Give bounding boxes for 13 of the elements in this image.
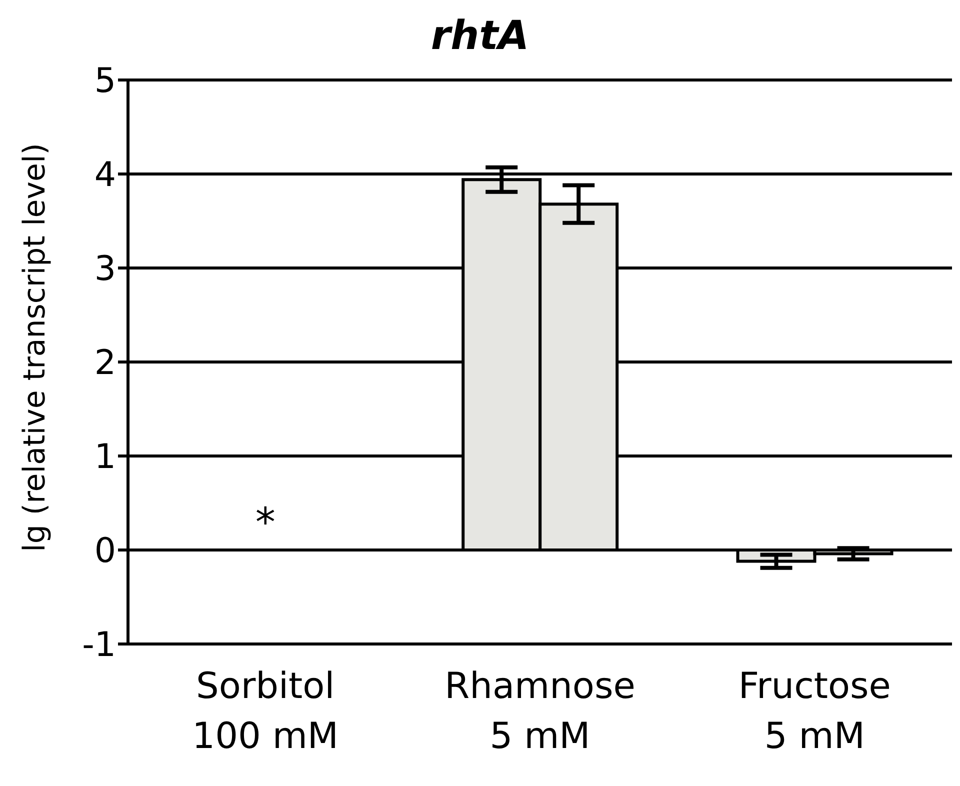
annotation: * [255, 500, 276, 546]
y-tick-label: -1 [82, 625, 116, 666]
y-tick-label: 0 [94, 531, 116, 572]
y-tick-label: 1 [94, 437, 116, 478]
y-tick-label: 3 [94, 249, 116, 290]
chart-title: rhtA [430, 13, 530, 59]
y-axis-title: lg (relative transcript level) [18, 143, 53, 552]
x-tick-label: Rhamnose 5 mM [444, 666, 636, 757]
y-tick-label: 2 [94, 343, 116, 384]
y-tick-label: 4 [94, 155, 116, 196]
x-tick-label: Fructose 5 mM [738, 666, 891, 757]
x-tick-label: Sorbitol 100 mM [192, 666, 338, 757]
y-tick-label: 5 [94, 61, 116, 102]
